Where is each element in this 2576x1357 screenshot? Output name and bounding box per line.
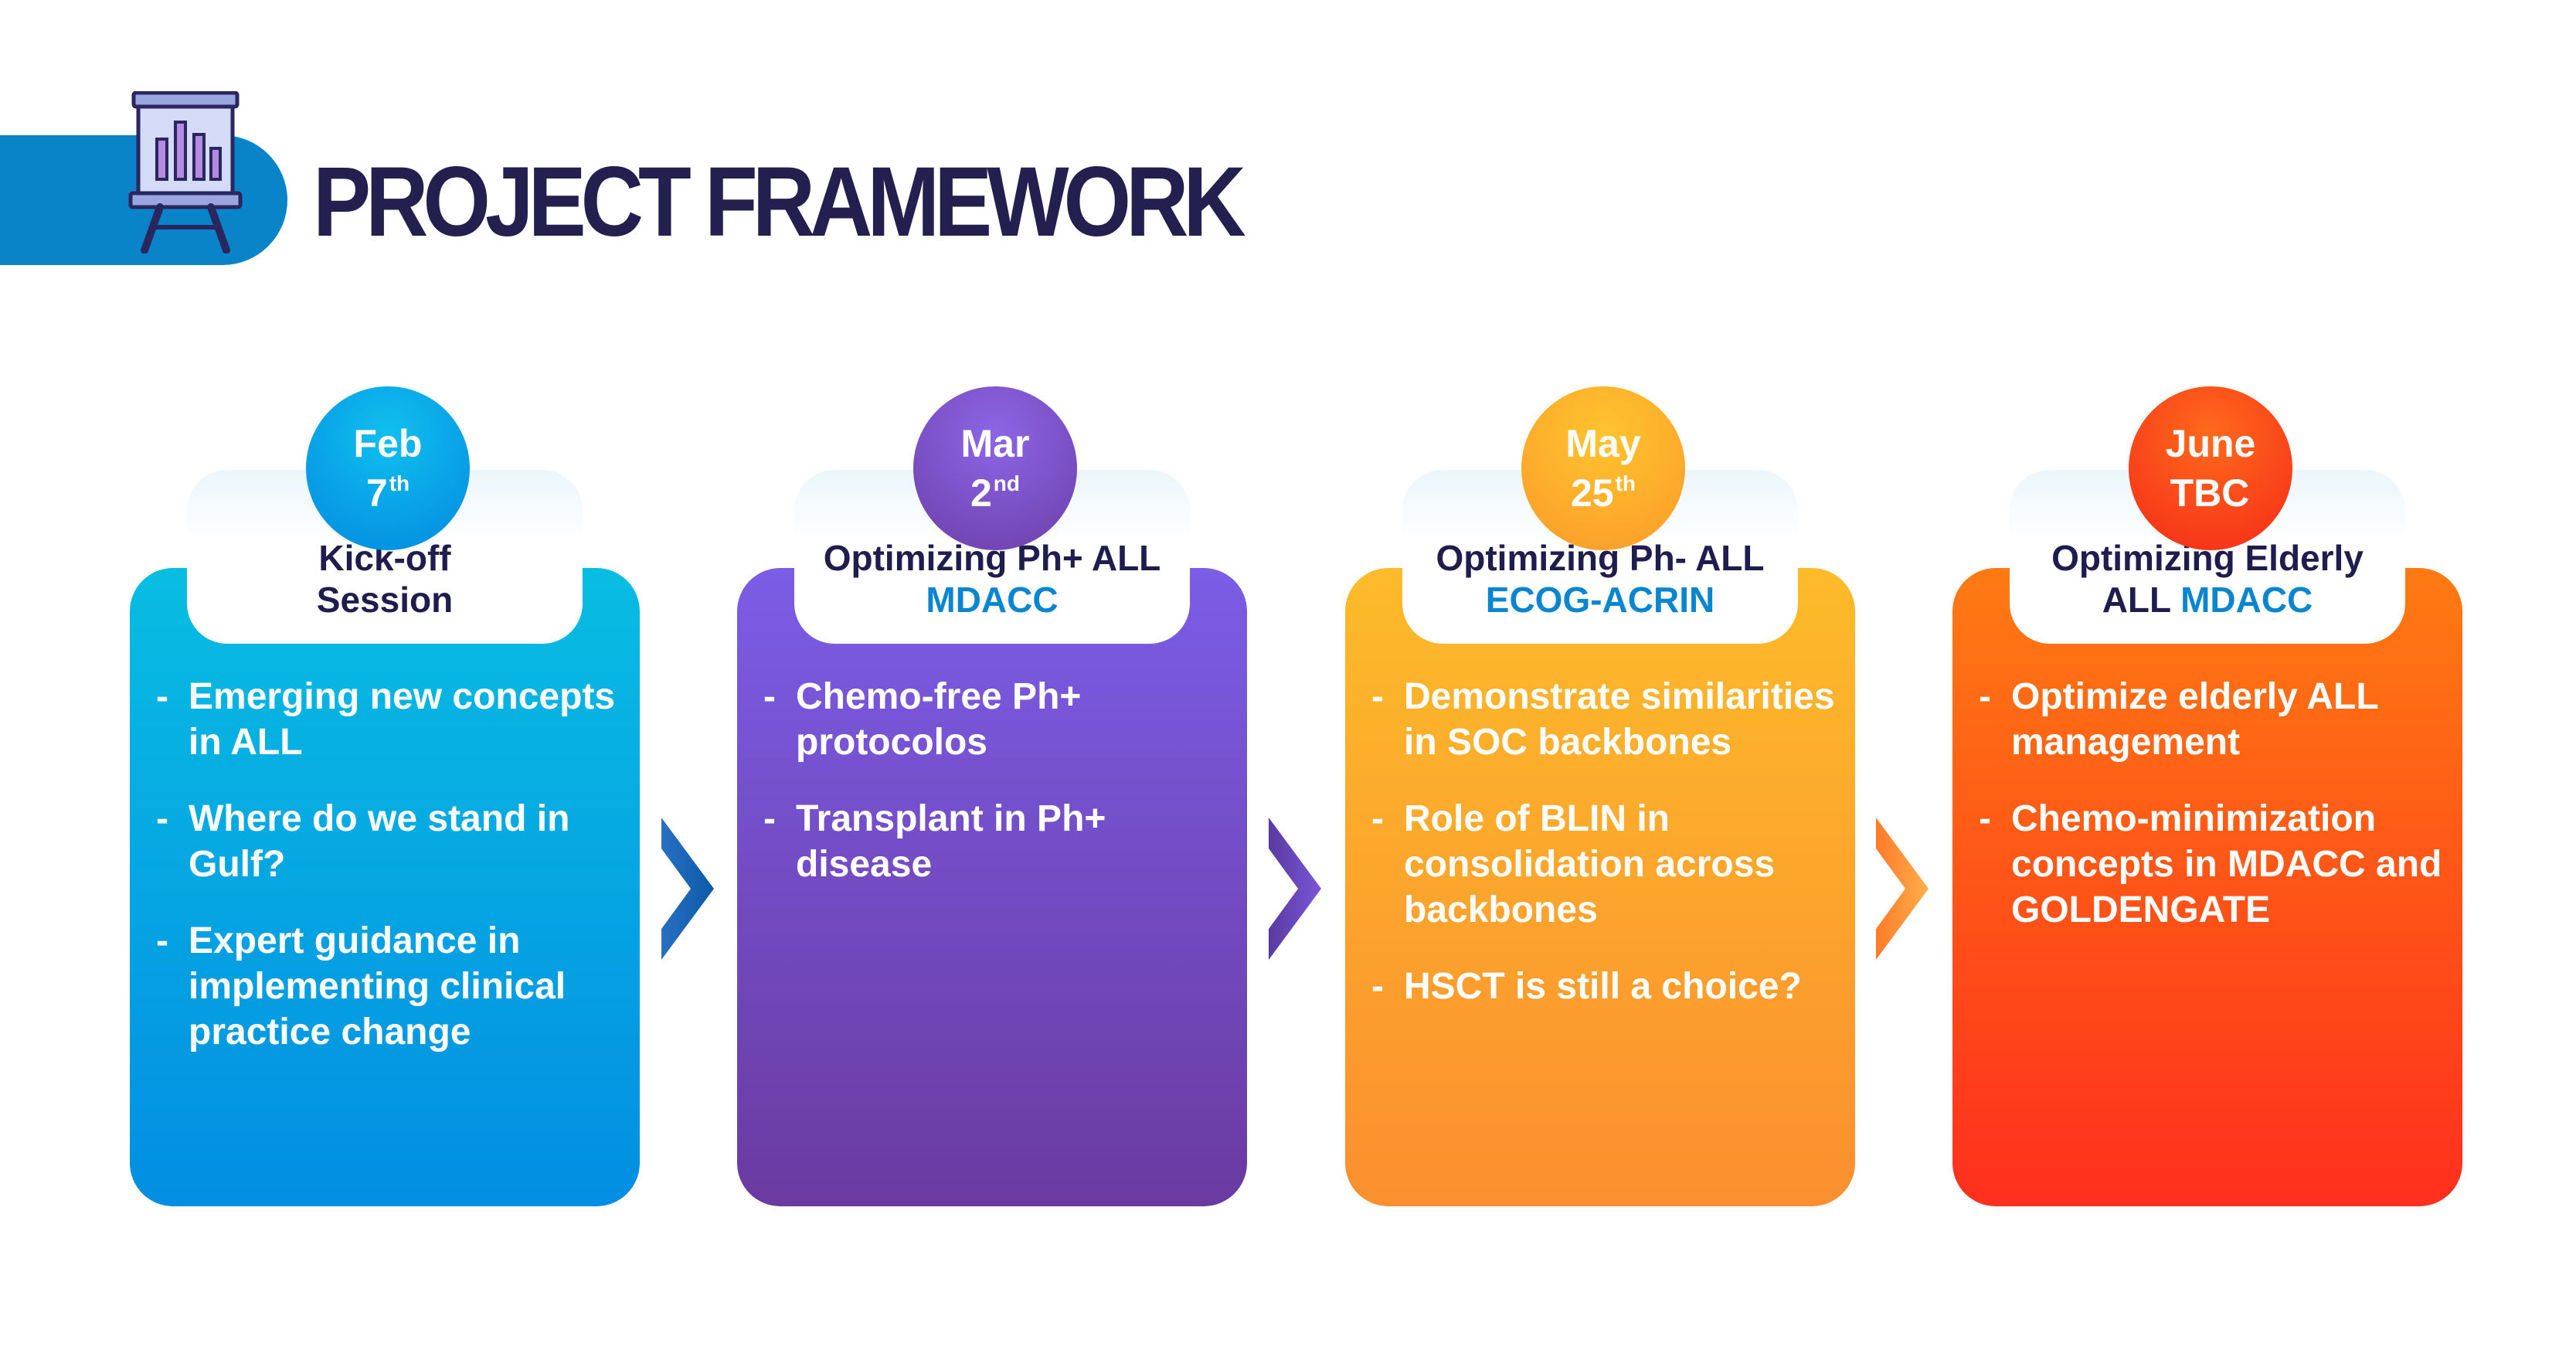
- stage-3-bullet: Role of BLIN in consolidation across bac…: [1371, 796, 1837, 933]
- stage-4-date-month: June: [2165, 422, 2256, 465]
- stage-card-2: Chemo-free Ph+ protocolos Transplant in …: [737, 568, 1247, 1206]
- stage-1-title-line2: Session: [316, 580, 454, 620]
- stage-3-date-day: 25th: [1570, 471, 1636, 515]
- presentation-easel-icon: [128, 91, 243, 253]
- stage-4-title-highlight: MDACC: [2180, 580, 2313, 620]
- stage-2-title-highlight: MDACC: [926, 580, 1059, 620]
- stage-3-title-highlight: ECOG-ACRIN: [1485, 580, 1715, 620]
- stage-2-date-suffix: nd: [993, 471, 1021, 495]
- stage-1-bullet-list: Emerging new concepts in ALL Where do we…: [156, 674, 621, 1086]
- stage-4-date-badge: June TBC: [2129, 386, 2292, 550]
- chevron-right-icon: [661, 818, 714, 960]
- stage-4-bullet-list: Optimize elderly ALL management Chemo-mi…: [1979, 674, 2444, 964]
- stage-1-bullet: Where do we stand in Gulf?: [156, 796, 621, 887]
- chevron-right-icon: [1269, 818, 1321, 960]
- chevron-right-icon: [1876, 818, 1929, 960]
- page-title: PROJECT FRAMEWORK: [313, 147, 1246, 257]
- stage-4-title-line2: ALL MDACC: [2102, 580, 2313, 620]
- stage-card-1: Emerging new concepts in ALL Where do we…: [130, 568, 640, 1206]
- stage-3-title-line2: ECOG-ACRIN: [1486, 579, 1715, 621]
- stage-3-bullet: HSCT is still a choice?: [1371, 964, 1837, 1009]
- stage-card-3: Demonstrate similarities in SOC backbone…: [1345, 568, 1855, 1206]
- stage-1-date-day: 7th: [365, 471, 410, 515]
- stage-2-bullet-list: Chemo-free Ph+ protocolos Transplant in …: [763, 674, 1229, 918]
- stage-2-bullet: Transplant in Ph+ disease: [763, 796, 1229, 887]
- stage-3-date-month: May: [1565, 422, 1641, 465]
- stage-card-4: Optimize elderly ALL management Chemo-mi…: [1952, 568, 2462, 1206]
- stage-1-date-badge: Feb 7th: [306, 386, 470, 550]
- stage-2-title-tab: Optimizing Ph+ ALL MDACC: [794, 470, 1190, 644]
- stage-3-bullet-list: Demonstrate similarities in SOC backbone…: [1371, 674, 1837, 1040]
- stage-2-bullet: Chemo-free Ph+ protocolos: [763, 674, 1229, 765]
- stage-2-title-line2: MDACC: [926, 579, 1058, 621]
- stage-3-bullet: Demonstrate similarities in SOC backbone…: [1371, 674, 1837, 765]
- stage-4-date-day: TBC: [2170, 471, 2250, 515]
- stage-2-date-day: 2nd: [970, 471, 1021, 515]
- stage-2-date-month: Mar: [960, 422, 1030, 465]
- stage-4-bullet: Optimize elderly ALL management: [1979, 674, 2444, 765]
- stage-1-date-month: Feb: [353, 422, 423, 465]
- stage-3-date-suffix: th: [1615, 471, 1636, 495]
- stage-3-date-badge: May 25th: [1521, 386, 1685, 550]
- stage-1-bullet: Emerging new concepts in ALL: [156, 674, 621, 765]
- stage-2-date-badge: Mar 2nd: [913, 386, 1077, 550]
- stage-4-bullet: Chemo-minimization concepts in MDACC and…: [1979, 796, 2444, 933]
- stage-1-date-suffix: th: [389, 471, 410, 495]
- stage-1-bullet: Expert guidance in implementing clinical…: [156, 918, 621, 1055]
